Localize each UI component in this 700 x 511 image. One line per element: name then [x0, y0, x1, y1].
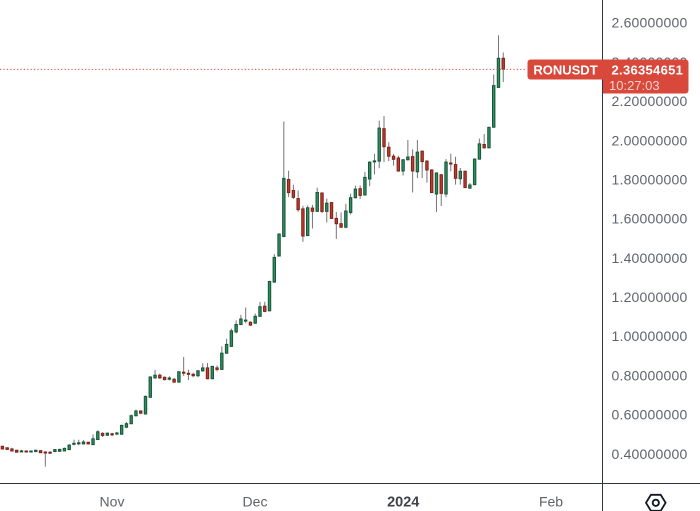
svg-text:2.20000000: 2.20000000 — [612, 93, 688, 109]
svg-text:0.60000000: 0.60000000 — [612, 407, 688, 423]
svg-text:Dec: Dec — [243, 493, 268, 509]
svg-text:2.00000000: 2.00000000 — [612, 132, 688, 148]
svg-text:1.00000000: 1.00000000 — [612, 328, 688, 344]
svg-text:1.40000000: 1.40000000 — [612, 250, 688, 266]
svg-text:10:27:03: 10:27:03 — [609, 78, 660, 93]
svg-text:2024: 2024 — [387, 494, 419, 510]
svg-text:RONUSDT: RONUSDT — [533, 63, 597, 78]
svg-text:1.20000000: 1.20000000 — [612, 289, 688, 305]
svg-text:1.60000000: 1.60000000 — [612, 211, 688, 227]
svg-text:0.40000000: 0.40000000 — [612, 446, 688, 462]
svg-text:0.80000000: 0.80000000 — [612, 367, 688, 383]
svg-text:Nov: Nov — [100, 493, 125, 509]
svg-text:2.60000000: 2.60000000 — [612, 15, 688, 31]
svg-text:Feb: Feb — [539, 493, 563, 509]
svg-text:2.36354651: 2.36354651 — [612, 63, 684, 78]
svg-text:1.80000000: 1.80000000 — [612, 172, 688, 188]
